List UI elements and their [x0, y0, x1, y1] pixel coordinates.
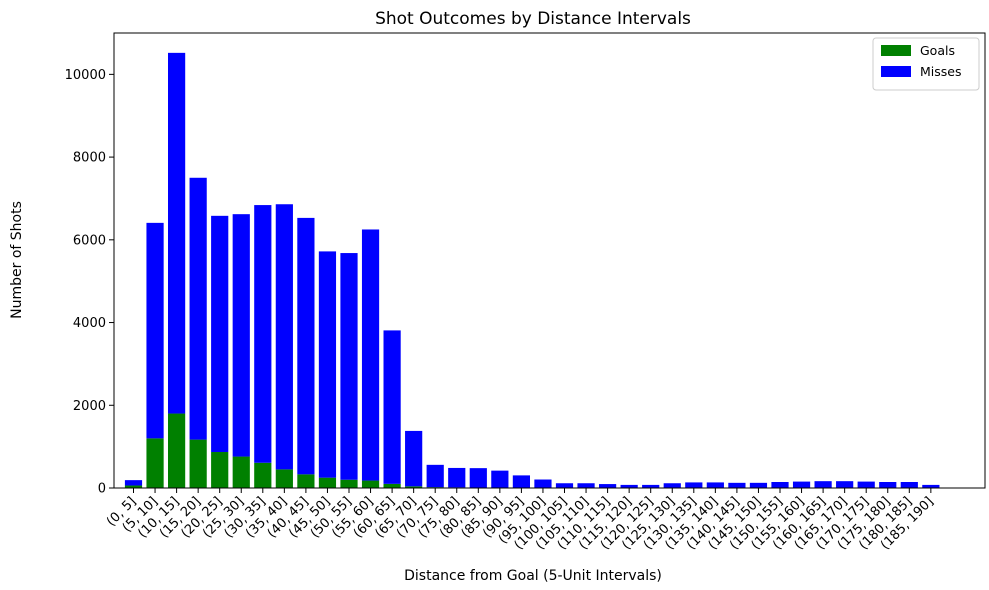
bar-misses — [254, 205, 272, 463]
bar-misses — [620, 484, 638, 488]
bar-goals — [232, 456, 250, 488]
bar-misses — [426, 464, 444, 488]
bar-goals — [383, 483, 401, 488]
y-axis-label: Number of Shots — [9, 201, 25, 319]
bar-misses — [577, 483, 595, 488]
bar-goals — [318, 477, 337, 488]
bars-group — [124, 52, 940, 488]
bar-misses — [512, 475, 530, 488]
bar-misses — [792, 481, 811, 488]
bar-misses — [599, 484, 617, 488]
bar-misses — [922, 484, 940, 488]
bar-goals — [297, 474, 315, 488]
bar-misses — [749, 482, 768, 488]
bar-goals — [361, 480, 380, 488]
bar-misses — [642, 484, 660, 488]
plot-frame — [113, 32, 986, 489]
y-tick-label: 0 — [98, 482, 106, 497]
bar-goals — [124, 485, 143, 488]
bar-goals — [340, 479, 358, 488]
bar-misses — [771, 482, 789, 488]
bar-misses — [836, 481, 854, 488]
bar-misses — [189, 177, 207, 440]
bar-misses — [469, 468, 487, 488]
bar-misses — [405, 430, 423, 487]
chart-title: Shot Outcomes by Distance Intervals — [375, 9, 691, 29]
bar-misses — [297, 217, 315, 475]
y-tick-label: 8000 — [73, 151, 106, 166]
legend: Goals Misses — [872, 37, 980, 91]
bar-misses — [211, 215, 229, 453]
bar-misses — [706, 482, 724, 488]
bar-misses — [728, 482, 746, 488]
legend-label: Misses — [920, 64, 962, 79]
bar-goals — [189, 439, 207, 488]
bar-misses — [555, 483, 574, 488]
bar-misses — [491, 470, 509, 488]
bar-goals — [211, 452, 229, 488]
bar-misses — [232, 214, 250, 457]
bar-misses — [146, 222, 164, 439]
legend-swatch — [881, 45, 911, 56]
bar-misses — [879, 482, 897, 488]
bar-misses — [275, 204, 293, 470]
x-axis: (0, 5](5, 10](10, 15](15, 20](20, 25](25… — [104, 488, 937, 553]
bar-goals — [146, 438, 164, 488]
bar-misses — [534, 479, 552, 488]
bar-goals — [254, 462, 272, 488]
bar-misses — [448, 467, 466, 488]
y-tick-label: 10000 — [65, 68, 106, 83]
bar-misses — [857, 481, 875, 488]
legend-swatch — [881, 66, 911, 77]
bar-goals — [275, 469, 293, 488]
bar-goals — [405, 486, 423, 488]
bar-misses — [318, 251, 337, 478]
bar-misses — [361, 229, 380, 481]
bar-misses — [663, 483, 681, 488]
y-tick-label: 2000 — [73, 399, 106, 414]
y-axis: 0 2000 4000 6000 8000 10000 — [65, 68, 114, 497]
bar-misses — [685, 482, 703, 488]
y-tick-label: 4000 — [73, 316, 106, 331]
y-tick-label: 6000 — [73, 233, 106, 248]
bar-goals — [168, 413, 186, 488]
bar-misses — [124, 480, 143, 486]
legend-label: Goals — [920, 43, 955, 58]
bar-misses — [168, 52, 186, 414]
bar-misses — [340, 253, 358, 480]
x-axis-label: Distance from Goal (5-Unit Intervals) — [404, 568, 662, 584]
bar-misses — [383, 330, 401, 484]
bar-misses — [814, 481, 832, 488]
bar-misses — [900, 482, 918, 488]
